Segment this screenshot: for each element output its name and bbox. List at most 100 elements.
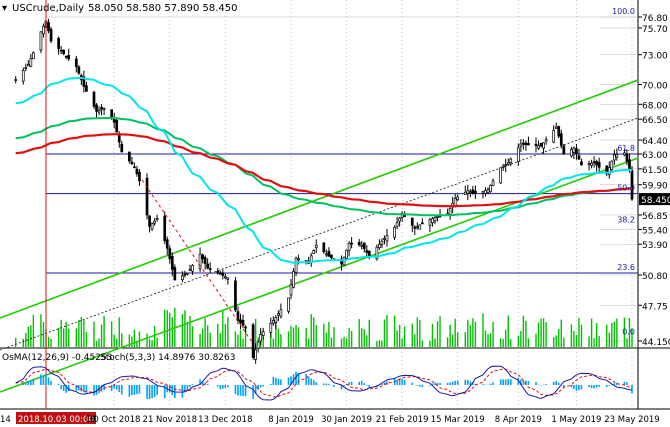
candle-body xyxy=(42,26,45,35)
time-tick-label-partial: 18 xyxy=(85,415,96,425)
candle-body xyxy=(431,218,434,224)
fib-level-label: 61.8 xyxy=(617,144,635,153)
candle-body xyxy=(415,226,419,229)
ema-mid-line xyxy=(15,117,633,217)
fib-level-label: 50.0 xyxy=(617,184,635,193)
candle-body xyxy=(519,143,523,147)
current-price-label: 58.450 xyxy=(641,196,670,206)
candle-body xyxy=(360,244,364,247)
candle-body xyxy=(385,235,389,242)
candle-body xyxy=(413,226,417,229)
candle-body xyxy=(259,334,263,342)
channel-mid-line xyxy=(0,117,639,351)
candle-body xyxy=(244,326,247,329)
candle-body xyxy=(506,162,510,165)
chart-menu-icon[interactable]: ▾ xyxy=(2,3,7,14)
candle-body xyxy=(95,104,98,112)
candle-body xyxy=(47,22,50,32)
ema-slow-line xyxy=(15,133,633,208)
candle-body xyxy=(501,165,505,168)
candle-body xyxy=(186,272,189,275)
candle-body xyxy=(433,217,437,222)
candle-body xyxy=(572,147,576,153)
candle-body xyxy=(580,161,583,166)
candle-body xyxy=(277,313,280,316)
candle-body xyxy=(590,162,593,166)
candle-body xyxy=(345,249,348,259)
price-tick-label: 73.00 xyxy=(642,52,668,62)
candle-body xyxy=(544,139,548,142)
candle-body xyxy=(24,67,28,69)
candle-body xyxy=(375,246,379,260)
candle-body xyxy=(223,276,227,279)
candle-body xyxy=(537,145,540,149)
candle-body xyxy=(130,161,134,165)
candle-body xyxy=(592,161,596,164)
candle-body xyxy=(610,160,614,170)
candle-body xyxy=(218,272,222,275)
candle-body xyxy=(489,184,492,193)
candle-body xyxy=(468,191,472,194)
candle-body xyxy=(398,217,401,222)
candle-body xyxy=(241,319,245,326)
candle-body xyxy=(347,242,351,252)
time-tick-label: 13 Dec 2018 xyxy=(198,415,252,425)
candle-body xyxy=(297,258,300,261)
candle-body xyxy=(92,91,96,107)
candle-body xyxy=(173,267,177,281)
candle-body xyxy=(145,177,149,216)
decline-trend-line xyxy=(141,179,253,343)
candle-body xyxy=(150,223,154,230)
candle-body xyxy=(221,272,225,276)
candle-body xyxy=(239,319,242,324)
time-tick-label: 21 Feb 2019 xyxy=(376,415,429,425)
candle-body xyxy=(138,171,141,182)
candle-body xyxy=(59,49,63,52)
candle-body xyxy=(509,158,513,164)
candle-body xyxy=(575,148,578,154)
price-tick-label: 76.80 xyxy=(642,14,668,24)
candle-body xyxy=(261,331,265,336)
candle-body xyxy=(418,224,422,230)
candle-body xyxy=(289,284,293,296)
candle-body xyxy=(615,154,619,158)
candle-body xyxy=(330,254,333,259)
candle-body xyxy=(436,216,439,219)
symbol-label: USCrude,Daily xyxy=(12,3,84,14)
candle-body xyxy=(271,320,275,324)
candle-body xyxy=(453,198,457,206)
price-tick-label: 47.75 xyxy=(642,302,668,312)
channel-upper-line xyxy=(0,79,639,319)
candle-body xyxy=(562,145,566,155)
candle-body xyxy=(499,167,503,184)
candle-body xyxy=(491,180,495,186)
current-price-box xyxy=(639,193,670,206)
candle-body xyxy=(269,322,273,333)
candle-body xyxy=(181,275,184,280)
fib-level-label: 23.6 xyxy=(617,263,635,272)
candle-body xyxy=(410,217,414,226)
candle-body xyxy=(393,227,396,238)
annotations xyxy=(45,0,253,409)
candle-body xyxy=(226,277,230,280)
price-tick-label: 44.150 xyxy=(642,338,670,348)
candle-body xyxy=(542,142,545,149)
candle-body xyxy=(188,268,192,271)
candle-body xyxy=(597,161,601,168)
candle-body xyxy=(198,253,202,269)
candle-body xyxy=(170,255,174,270)
candle-body xyxy=(607,167,611,176)
candle-body xyxy=(504,164,508,166)
candle-body xyxy=(148,215,151,227)
price-tick-label: 50.80 xyxy=(642,272,668,282)
candle-body xyxy=(340,258,343,265)
candle-body xyxy=(100,107,103,110)
candle-body xyxy=(254,349,257,360)
candle-body xyxy=(628,159,631,171)
time-tick-label: 30 Oct 2018 xyxy=(88,415,141,425)
candle-body xyxy=(595,161,598,166)
candle-body xyxy=(191,265,194,272)
candle-body xyxy=(251,324,255,358)
